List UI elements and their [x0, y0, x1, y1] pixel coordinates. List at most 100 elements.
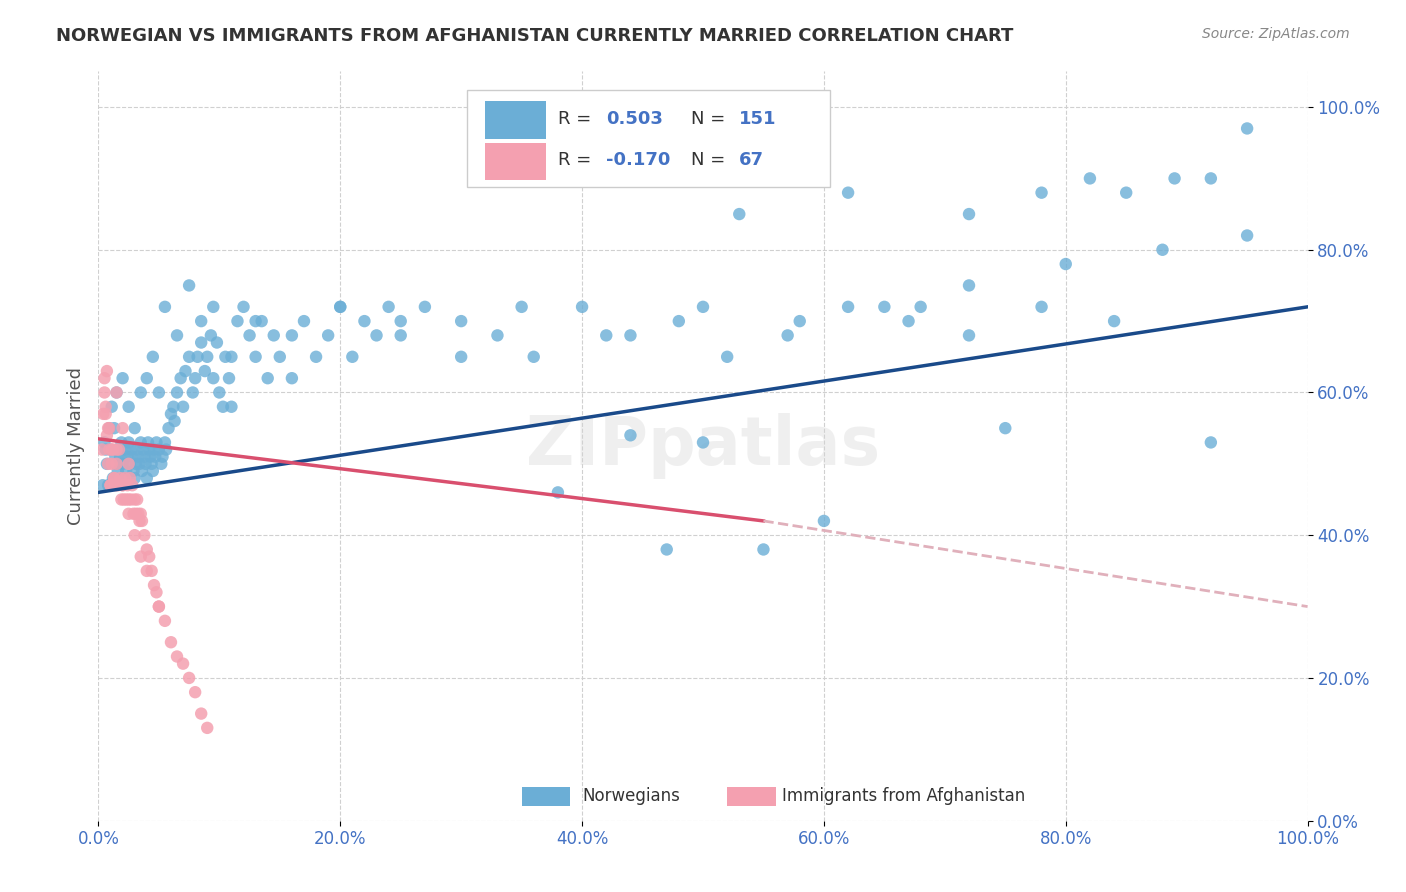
- Point: [138, 442, 160, 457]
- Bar: [485, 102, 546, 139]
- Text: 0.503: 0.503: [606, 110, 664, 128]
- Point: [127, 492, 149, 507]
- Point: [124, 421, 146, 435]
- Point: [245, 350, 267, 364]
- Bar: [522, 787, 569, 805]
- Point: [256, 371, 278, 385]
- Point: [166, 385, 188, 400]
- Point: [1236, 121, 1258, 136]
- Point: [212, 400, 235, 414]
- Point: [100, 478, 122, 492]
- Point: [232, 300, 254, 314]
- Point: [135, 457, 157, 471]
- Point: [957, 328, 980, 343]
- Point: [190, 314, 212, 328]
- Point: [111, 457, 134, 471]
- Point: [153, 614, 176, 628]
- Point: [179, 671, 201, 685]
- Point: [136, 435, 159, 450]
- Point: [789, 314, 811, 328]
- Point: [205, 335, 228, 350]
- Text: Immigrants from Afghanistan: Immigrants from Afghanistan: [782, 787, 1025, 805]
- Point: [342, 350, 364, 364]
- Point: [160, 407, 183, 421]
- Point: [1115, 186, 1137, 200]
- Point: [108, 442, 131, 457]
- Point: [208, 385, 231, 400]
- Point: [148, 599, 170, 614]
- Text: NORWEGIAN VS IMMIGRANTS FROM AFGHANISTAN CURRENTLY MARRIED CORRELATION CHART: NORWEGIAN VS IMMIGRANTS FROM AFGHANISTAN…: [56, 27, 1014, 45]
- Point: [292, 314, 315, 328]
- Point: [202, 371, 225, 385]
- Point: [122, 507, 145, 521]
- Point: [813, 514, 835, 528]
- Point: [239, 328, 262, 343]
- Y-axis label: Currently Married: Currently Married: [66, 367, 84, 525]
- Point: [93, 371, 115, 385]
- Point: [141, 457, 163, 471]
- Point: [139, 450, 162, 464]
- Point: [142, 464, 165, 478]
- Point: [127, 442, 149, 457]
- Point: [143, 578, 166, 592]
- Point: [118, 507, 141, 521]
- Point: [129, 507, 152, 521]
- Text: 67: 67: [740, 151, 765, 169]
- Bar: [727, 787, 776, 805]
- Point: [94, 442, 117, 457]
- Point: [716, 350, 738, 364]
- Point: [179, 278, 201, 293]
- Point: [957, 278, 980, 293]
- Point: [98, 442, 121, 457]
- Point: [111, 478, 134, 492]
- Point: [174, 364, 197, 378]
- Point: [263, 328, 285, 343]
- Point: [250, 314, 273, 328]
- Point: [96, 428, 118, 442]
- Point: [120, 492, 142, 507]
- Point: [523, 350, 546, 364]
- Point: [110, 492, 132, 507]
- Point: [166, 649, 188, 664]
- Point: [138, 549, 160, 564]
- Point: [143, 450, 166, 464]
- Point: [269, 350, 291, 364]
- Point: [1152, 243, 1174, 257]
- Point: [94, 407, 117, 421]
- Point: [692, 435, 714, 450]
- Point: [118, 457, 141, 471]
- Point: [96, 364, 118, 378]
- Point: [141, 564, 163, 578]
- Point: [1199, 171, 1222, 186]
- Point: [752, 542, 775, 557]
- Point: [172, 400, 194, 414]
- Point: [129, 435, 152, 450]
- Point: [128, 514, 150, 528]
- Point: [1078, 171, 1101, 186]
- Point: [111, 421, 134, 435]
- Bar: [485, 143, 546, 180]
- Point: [172, 657, 194, 671]
- Point: [281, 328, 304, 343]
- Point: [101, 442, 124, 457]
- Point: [221, 350, 243, 364]
- Point: [105, 457, 128, 471]
- Point: [510, 300, 533, 314]
- Point: [103, 471, 125, 485]
- Point: [897, 314, 920, 328]
- Point: [129, 549, 152, 564]
- Point: [305, 350, 328, 364]
- Point: [107, 464, 129, 478]
- Point: [125, 507, 148, 521]
- Point: [91, 407, 114, 421]
- Point: [112, 492, 135, 507]
- Point: [107, 478, 129, 492]
- Point: [134, 528, 156, 542]
- Point: [486, 328, 509, 343]
- Point: [692, 300, 714, 314]
- Point: [117, 450, 139, 464]
- Point: [194, 364, 217, 378]
- Point: [316, 328, 339, 343]
- Point: [91, 442, 114, 457]
- Point: [837, 186, 859, 200]
